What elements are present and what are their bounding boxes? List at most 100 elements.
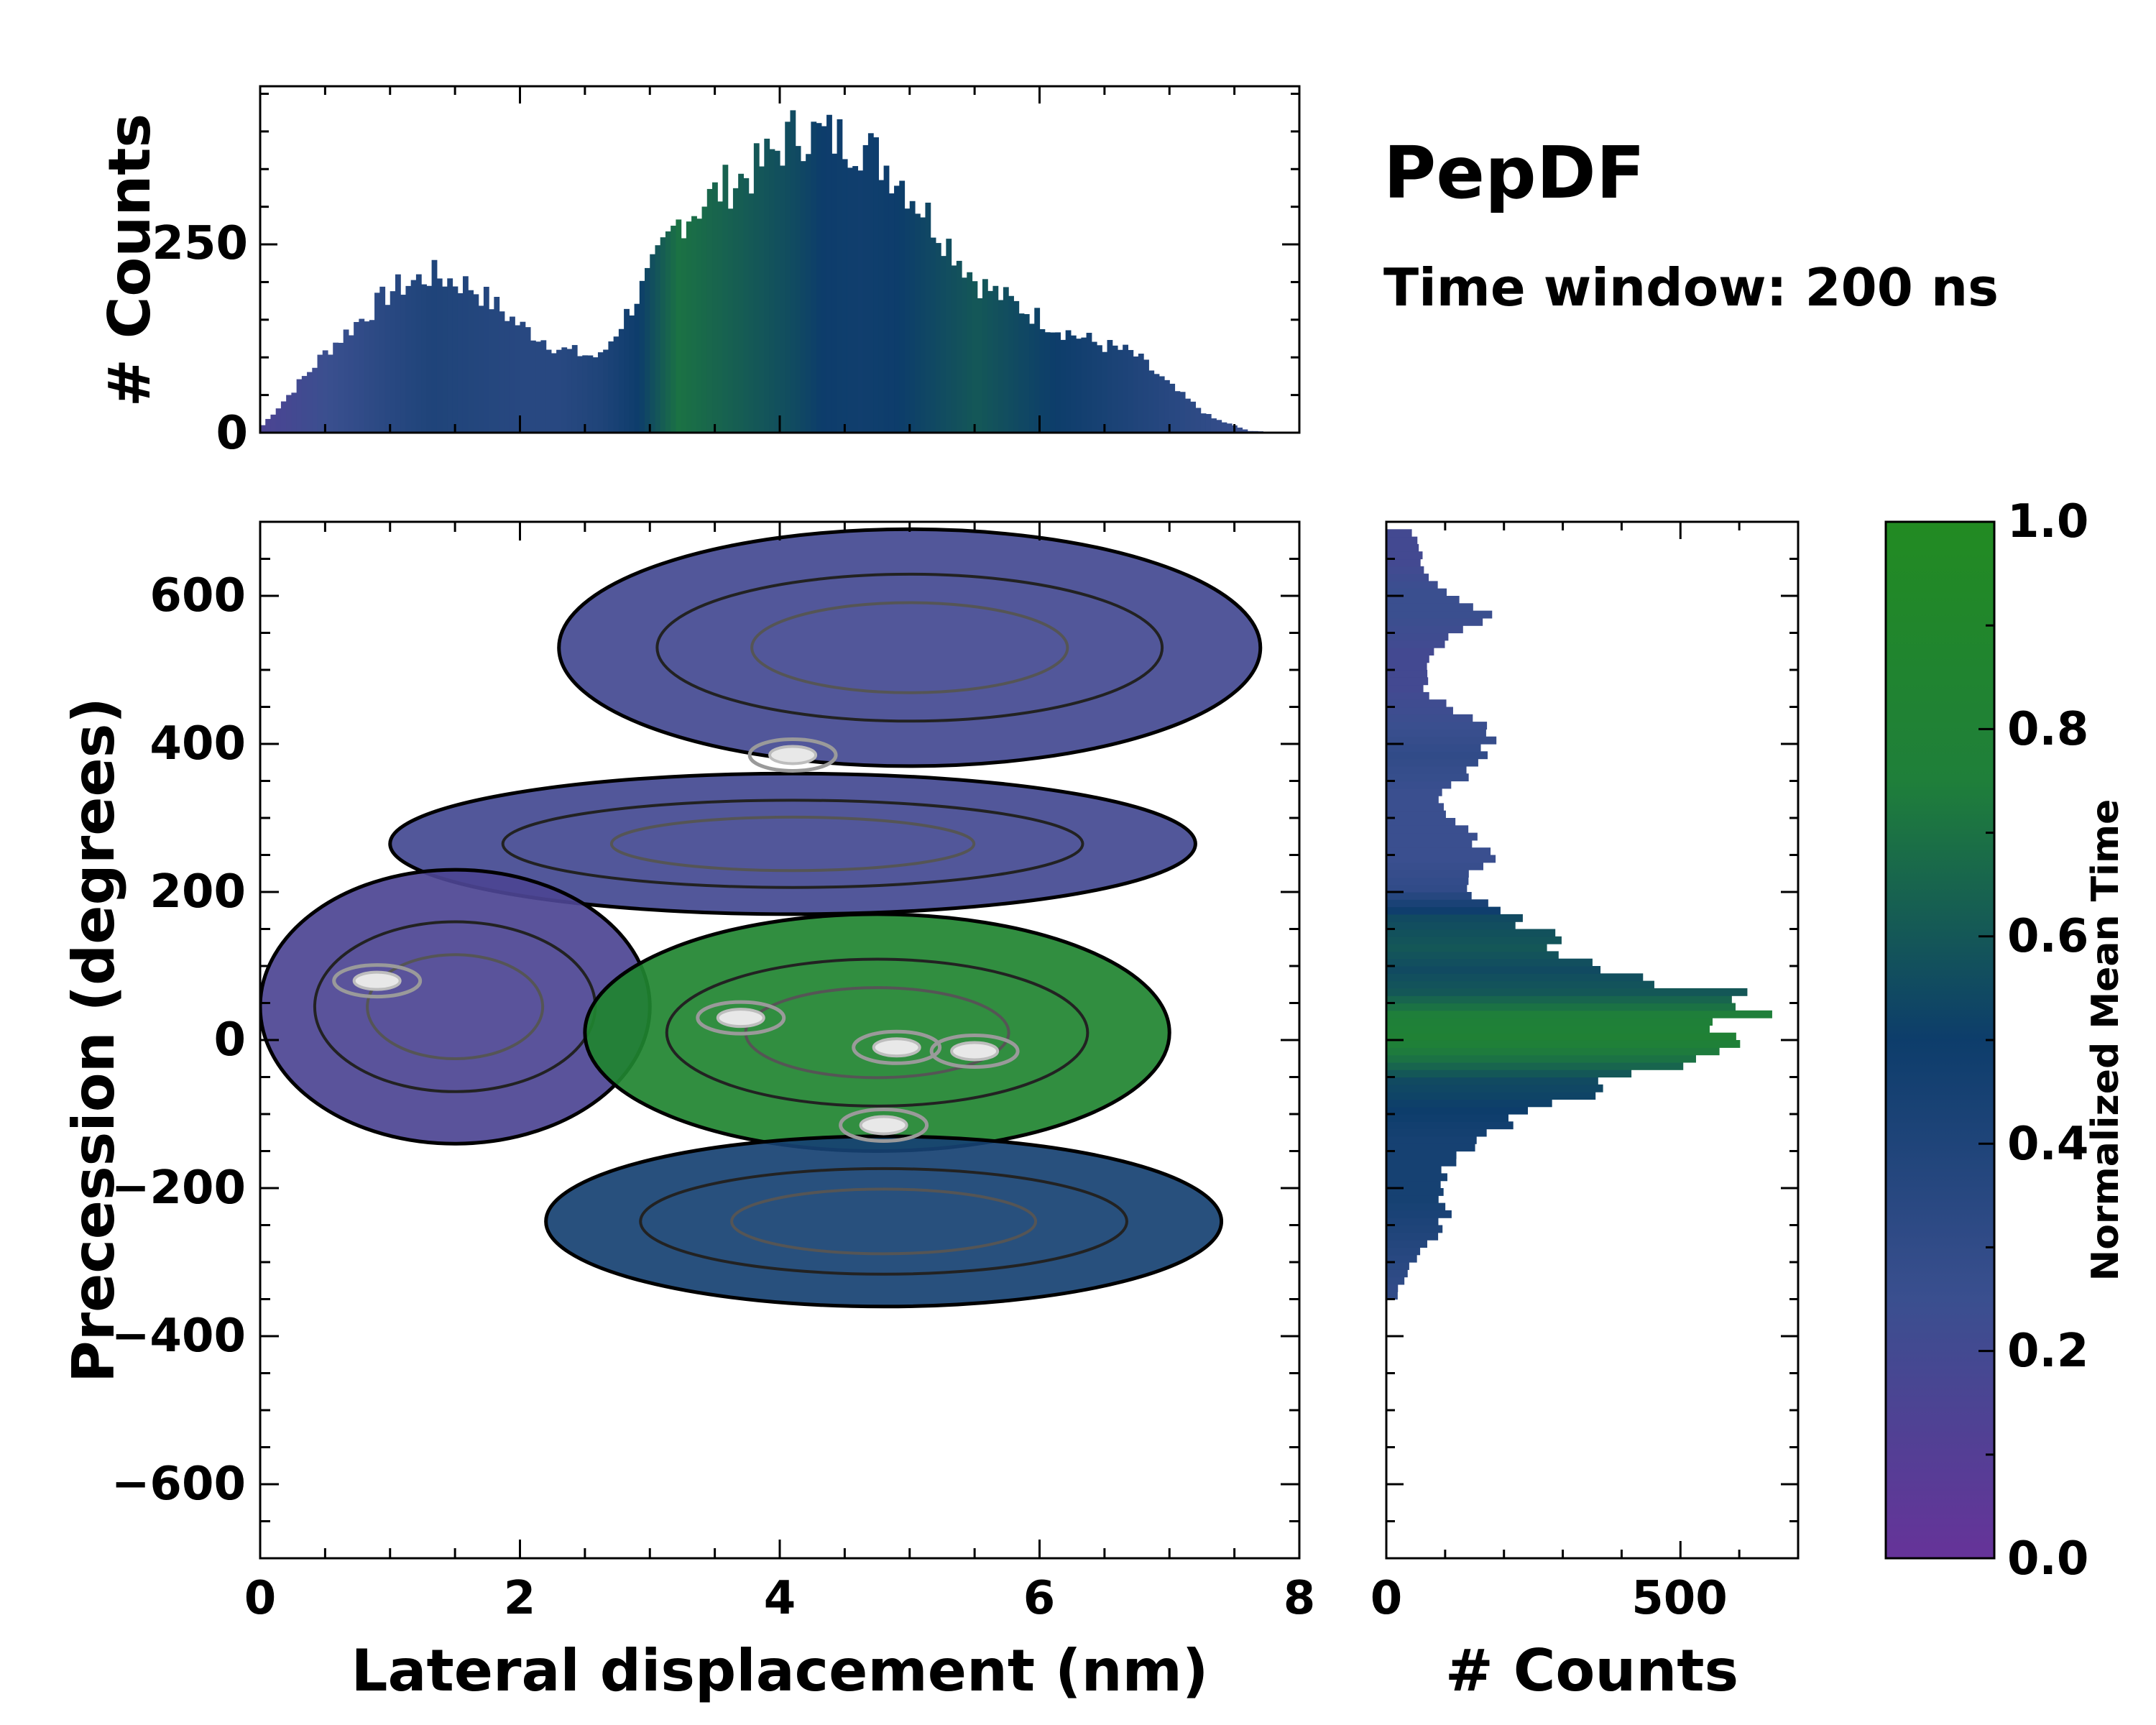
right-histogram-bar — [1386, 1240, 1427, 1248]
top-histogram-bar — [421, 284, 427, 433]
right-histogram-bar — [1386, 818, 1456, 826]
right-histogram-bar — [1386, 847, 1491, 856]
right-histogram-bar — [1386, 1218, 1439, 1226]
top-histogram-bar — [925, 202, 931, 433]
top-histogram-bar — [1133, 356, 1139, 433]
top-histogram-bar — [1091, 341, 1097, 433]
right-histogram-bar — [1386, 744, 1481, 752]
right-histogram-bar — [1386, 1151, 1457, 1159]
top-histogram-bar — [691, 216, 697, 433]
right-histogram-bar — [1386, 1262, 1409, 1270]
top-histogram-bar — [1138, 354, 1144, 433]
right-histogram-bar — [1386, 1210, 1452, 1218]
right-histogram-bar — [1386, 914, 1523, 922]
top-histogram-bar — [369, 320, 375, 433]
top-histogram-bar — [301, 376, 308, 433]
top-histogram-bar — [1102, 351, 1108, 433]
x-tick-8: 8 — [1284, 1572, 1316, 1625]
top-histogram-bar — [317, 354, 323, 433]
top-histogram-bar — [639, 280, 645, 433]
right-histogram-bar — [1386, 625, 1463, 634]
top-histogram-bar — [374, 293, 380, 433]
top-histogram-bar — [566, 349, 573, 433]
top-histogram-bar — [400, 295, 407, 433]
right-histogram-bar — [1386, 1284, 1399, 1292]
right-histogram-bar — [1386, 1232, 1439, 1241]
right-histogram-bar — [1386, 1188, 1444, 1196]
top-histogram-bar — [390, 291, 396, 433]
right-histogram-bar — [1386, 714, 1473, 722]
y-tick-200: 200 — [149, 865, 246, 919]
top-histogram-bar — [1169, 383, 1176, 433]
top-histogram-bar — [577, 356, 583, 433]
peak-outer-3 — [839, 1107, 929, 1143]
top-histogram-bar — [1076, 339, 1082, 433]
top-histogram-bar — [462, 276, 469, 433]
top-histogram-bar — [992, 285, 999, 433]
top-histogram-bar — [681, 238, 687, 433]
right-histogram-bar — [1386, 1166, 1442, 1174]
right-histogram-bar — [1386, 691, 1429, 700]
y-tick-neg600: −600 — [111, 1458, 246, 1511]
right-histogram-bar — [1386, 558, 1421, 567]
top-histogram-bar — [977, 298, 983, 433]
top-histogram-bar — [359, 318, 365, 433]
right-histogram-bar — [1386, 529, 1412, 538]
right-histogram-bar — [1386, 1010, 1772, 1018]
x-tick-2: 2 — [504, 1572, 536, 1625]
top-histogram-bar — [899, 180, 906, 433]
right-histogram-bar — [1386, 951, 1559, 960]
top-histogram-bar — [785, 121, 791, 433]
top-histogram-bar — [712, 182, 718, 433]
top-histogram-bar — [1164, 380, 1170, 433]
top-histogram-bar — [410, 280, 417, 433]
top-histogram-bar — [603, 349, 609, 433]
top-histogram-bar — [671, 226, 676, 433]
cluster-inner-contour-2 — [366, 953, 545, 1061]
top-histogram-bar — [894, 185, 900, 433]
top-histogram-bar — [941, 256, 946, 433]
top-histogram-bar — [790, 110, 796, 433]
top-histogram-bar — [821, 126, 827, 433]
colorbar: 0.0 0.2 0.4 0.6 0.8 1.0 Normalized Mean … — [1884, 495, 2127, 1586]
cluster-4 — [544, 1134, 1224, 1309]
top-histogram-bar — [967, 272, 973, 433]
top-histogram-bar — [660, 237, 666, 433]
top-histogram-bar — [1143, 359, 1149, 433]
top-histogram-bar — [1158, 376, 1165, 433]
top-histogram-bar — [265, 418, 272, 433]
top-histogram-bar — [354, 322, 359, 433]
colorbar-tick-0.0: 0.0 — [2007, 1532, 2088, 1586]
peak-0 — [872, 1037, 921, 1058]
right-histogram-bar — [1386, 648, 1434, 656]
right-histogram-bar — [1386, 1269, 1408, 1278]
top-histogram-bar — [338, 342, 344, 433]
right-histogram-bar — [1386, 1144, 1475, 1152]
top-histogram-bar — [1237, 427, 1243, 433]
top-histogram-bar — [1190, 401, 1196, 433]
right-histogram-bar — [1386, 1032, 1736, 1041]
right-histogram-bar — [1386, 973, 1644, 982]
top-histogram-bar — [1123, 344, 1129, 433]
top-histogram-bar — [837, 119, 843, 433]
right-histogram-bar — [1386, 1099, 1552, 1108]
right-histogram-bar — [1386, 980, 1654, 989]
top-histogram-bar — [862, 144, 869, 433]
top-histogram-bar — [946, 239, 952, 433]
top-histogram-bar — [468, 290, 474, 433]
peak-outer-2 — [696, 1000, 786, 1036]
top-histogram-bar — [431, 259, 438, 433]
right-histogram-bar — [1386, 1025, 1710, 1034]
top-histogram-bar — [415, 274, 422, 433]
top-histogram-bar — [645, 267, 650, 433]
right-histogram-bar — [1386, 670, 1428, 678]
top-histogram-bar — [795, 146, 801, 433]
cluster-inner-contour-1 — [609, 815, 976, 873]
top-histogram-bar — [935, 243, 941, 433]
right-histogram-bar — [1386, 640, 1445, 648]
main-ticks — [259, 520, 1301, 1560]
top-histogram-bar — [727, 208, 734, 433]
right-histogram-bar — [1386, 1084, 1603, 1092]
right-histogram-bar — [1386, 1054, 1696, 1063]
top-histogram-bar — [1242, 429, 1248, 433]
